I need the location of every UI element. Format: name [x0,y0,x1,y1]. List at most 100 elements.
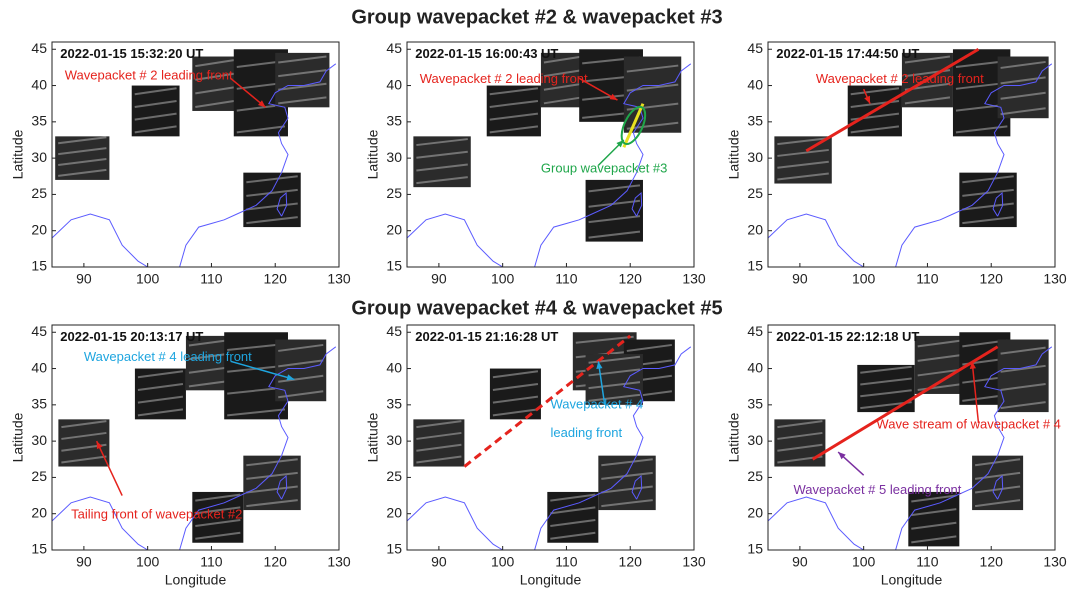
timestamp: 2022-01-15 22:12:18 UT [776,329,919,344]
x-tick-label: 110 [200,271,223,287]
y-tick-label: 25 [747,185,763,201]
x-tick-label: 110 [916,271,939,287]
y-axis-label: Latitude [365,129,381,179]
timestamp: 2022-01-15 20:13:17 UT [60,329,203,344]
map-panel: 9010011012013015202530354045Latitude2022… [365,40,706,287]
y-tick-label: 35 [386,396,402,412]
y-tick-label: 30 [31,149,47,165]
y-tick-label: 35 [31,396,47,412]
y-axis-label: Latitude [726,412,742,462]
map-panel: 90 100 110 120 130 15 20 25 30 35 40 45 Latitude 2022… [726,40,1067,287]
y-tick-label: 30 [31,432,47,448]
x-tick-label: 100 [491,271,515,287]
y-tick-label: 25 [31,185,47,201]
map-panel: 9010011012013015202530354045LatitudeLong… [365,323,706,588]
y-tick-label: 40 [747,76,763,92]
y-tick-label: 20 [747,504,763,520]
x-tick-label: 120 [619,554,643,570]
x-tick-label: 100 [852,554,876,570]
x-tick-label: 120 [264,554,288,570]
y-tick-label: 15 [386,258,402,274]
y-tick-label: 25 [386,185,402,201]
x-tick-label: 90 [792,271,808,287]
x-tick-label: 90 [792,554,808,570]
map-panel: 9010011012013015202530354045LatitudeLong… [10,323,351,588]
y-tick-label: 30 [386,149,402,165]
x-axis-label: Longitude [881,572,943,588]
y-tick-label: 15 [747,541,763,557]
y-axis-label: Latitude [10,412,26,462]
annotation: Wavepacket # 4 [551,396,644,411]
x-tick-label: 130 [1043,271,1067,287]
x-tick-label: 120 [619,271,643,287]
y-tick-label: 30 [386,432,402,448]
y-tick-label: 15 [31,541,47,557]
y-tick-label: 40 [31,359,47,375]
group-title: Group wavepacket #2 & wavepacket #3 [351,6,722,28]
x-tick-label: 90 [76,271,92,287]
y-tick-label: 25 [31,468,47,484]
y-tick-label: 40 [386,359,402,375]
x-tick-label: 100 [852,271,876,287]
x-tick-label: 130 [682,554,706,570]
y-tick-label: 15 [31,258,47,274]
y-tick-label: 20 [386,221,402,237]
y-tick-label: 40 [31,76,47,92]
y-tick-label: 30 [747,149,763,165]
y-tick-label: 40 [747,359,763,375]
y-tick-label: 25 [747,468,763,484]
y-axis-label: Latitude [726,129,742,179]
x-tick-label: 90 [431,554,447,570]
x-tick-label: 130 [327,271,351,287]
annotation: Wavepacket # 5 leading front [794,482,962,497]
y-axis-label: Latitude [10,129,26,179]
timestamp: 2022-01-15 15:32:20 UT [60,46,203,61]
x-tick-label: 110 [555,271,578,287]
map-panel: 90 100 110 120 130 15 20 25 30 35 40 45 Latitude 2022… [10,40,351,287]
y-tick-label: 45 [31,40,47,56]
x-tick-label: 110 [916,554,939,570]
y-tick-label: 35 [747,113,763,129]
y-tick-label: 35 [31,113,47,129]
timestamp: 2022-01-15 17:44:50 UT [776,46,919,61]
y-tick-label: 45 [386,40,402,56]
x-tick-label: 130 [682,271,706,287]
x-tick-label: 130 [1043,554,1067,570]
x-tick-label: 100 [491,554,515,570]
annotation: Group wavepacket #3 [541,160,667,175]
y-tick-label: 45 [31,323,47,339]
figure: Group wavepacket #2 & wavepacket #3 Grou… [0,0,1075,591]
annotation: leading front [551,425,623,440]
y-tick-label: 25 [386,468,402,484]
timestamp: 2022-01-15 16:00:43 UT [415,46,558,61]
y-tick-label: 15 [747,258,763,274]
y-tick-label: 40 [386,76,402,92]
x-tick-label: 120 [980,554,1004,570]
x-tick-label: 130 [327,554,351,570]
x-tick-label: 120 [980,271,1004,287]
y-tick-label: 45 [747,40,763,56]
y-tick-label: 45 [386,323,402,339]
x-tick-label: 100 [136,554,160,570]
annotation: Wavepacket # 2 leading front [816,71,984,86]
annotation: Wavepacket # 2 leading front [420,71,588,86]
x-tick-label: 120 [264,271,288,287]
x-tick-label: 90 [431,271,447,287]
y-tick-label: 20 [31,504,47,520]
x-tick-label: 110 [555,554,578,570]
y-tick-label: 45 [747,323,763,339]
x-tick-label: 110 [200,554,223,570]
y-tick-label: 20 [386,504,402,520]
y-tick-label: 30 [747,432,763,448]
y-tick-label: 20 [747,221,763,237]
x-tick-label: 90 [76,554,92,570]
x-axis-label: Longitude [520,572,582,588]
x-tick-label: 100 [136,271,160,287]
y-tick-label: 20 [31,221,47,237]
annotation: Wavepacket # 2 leading front [65,68,233,83]
group-title: Group wavepacket #4 & wavepacket #5 [351,297,722,319]
y-tick-label: 35 [747,396,763,412]
annotation: Tailing front of wavepacket #2 [71,507,242,522]
timestamp: 2022-01-15 21:16:28 UT [415,329,558,344]
y-tick-label: 15 [386,541,402,557]
